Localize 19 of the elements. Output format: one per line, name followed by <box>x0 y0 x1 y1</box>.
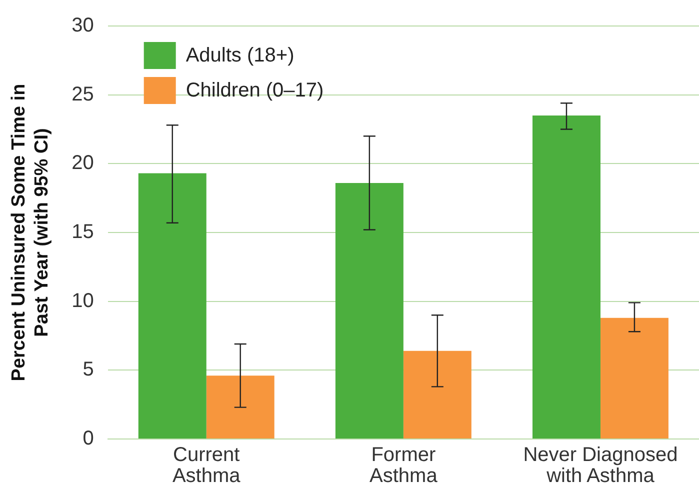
y-tick-label: 15 <box>72 221 94 244</box>
x-tick-label: Former Asthma <box>370 444 438 488</box>
legend-label: Children (0–17) <box>186 80 324 102</box>
y-tick-label: 25 <box>72 83 94 106</box>
y-tick-label: 0 <box>82 428 94 450</box>
y-tick-label: 10 <box>72 290 94 312</box>
y-tick-label: 5 <box>82 358 94 381</box>
x-tick-label: Current Asthma <box>172 444 242 488</box>
bar <box>600 318 668 438</box>
bar <box>532 115 600 438</box>
y-tick-label: 30 <box>72 14 94 37</box>
bar <box>335 182 404 438</box>
bar <box>403 350 472 438</box>
y-axis-title: Percent Uninsured Some Time in Past Year (with 95% CI) <box>8 84 52 382</box>
bar <box>138 173 206 438</box>
y-tick-label: 20 <box>72 152 94 174</box>
legend-label: Adults (18+) <box>186 44 294 67</box>
x-tick-label: Never Diagnosed with Asthma <box>523 444 678 488</box>
bar <box>206 376 274 438</box>
